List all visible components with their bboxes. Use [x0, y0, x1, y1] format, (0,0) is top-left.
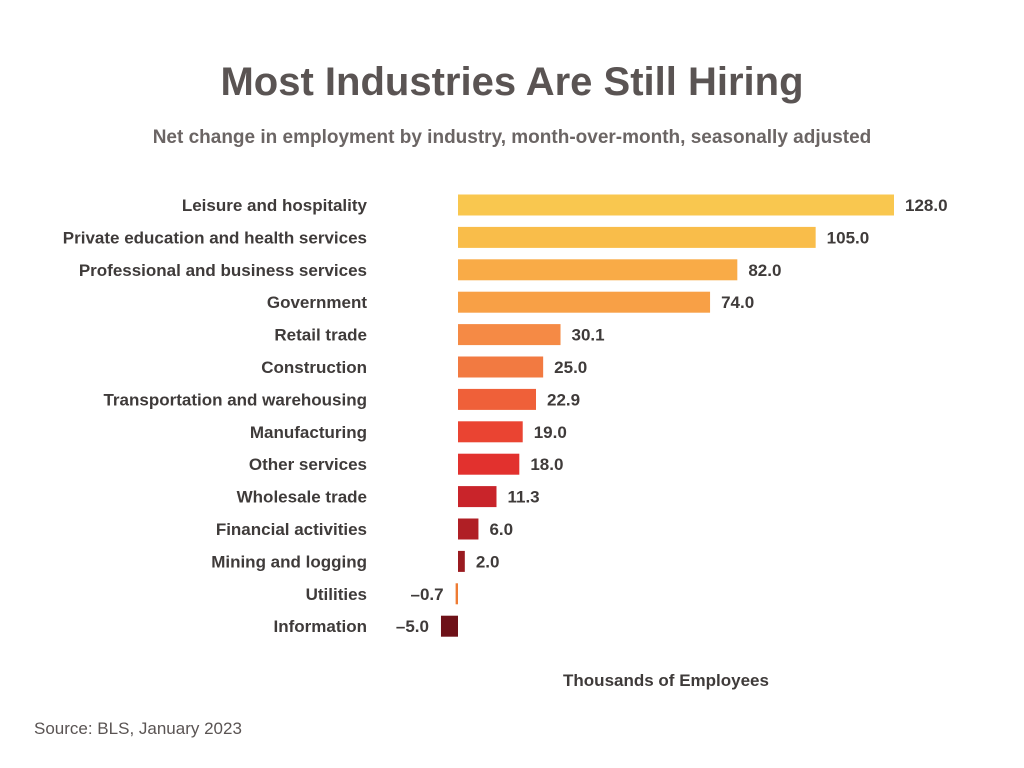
category-label: Transportation and warehousing: [103, 390, 367, 409]
category-label: Government: [267, 293, 367, 312]
category-label: Construction: [261, 358, 367, 377]
value-label: 11.3: [507, 488, 539, 507]
value-label: 22.9: [547, 390, 580, 409]
chart-title: Most Industries Are Still Hiring: [220, 60, 803, 104]
category-label: Mining and logging: [211, 552, 367, 571]
bar: [458, 486, 497, 508]
value-label: 128.0: [905, 196, 948, 215]
value-label: 74.0: [721, 293, 754, 312]
value-label: –0.7: [411, 585, 444, 604]
category-label: Private education and health services: [63, 228, 367, 247]
category-label: Information: [274, 617, 368, 636]
bar: [458, 453, 520, 475]
value-label: 30.1: [572, 326, 605, 345]
x-axis-title: Thousands of Employees: [563, 671, 769, 690]
value-label: 25.0: [554, 358, 587, 377]
category-label: Professional and business services: [79, 261, 367, 280]
bar: [458, 226, 816, 248]
bar: [458, 259, 738, 281]
bar: [458, 550, 465, 572]
bars-group: Leisure and hospitality 128.0 Private educ…: [63, 194, 948, 637]
bar: [458, 421, 523, 443]
bar: [455, 583, 458, 605]
bar: [458, 291, 711, 313]
value-label: 18.0: [530, 455, 563, 474]
value-label: –5.0: [396, 617, 429, 636]
bar: [440, 615, 458, 637]
chart-subtitle: Net change in employment by industry, mo…: [153, 127, 872, 148]
category-label: Manufacturing: [250, 423, 367, 442]
bar: [458, 356, 544, 378]
value-label: 105.0: [827, 228, 870, 247]
value-label: 6.0: [489, 520, 513, 539]
value-label: 2.0: [476, 552, 500, 571]
bar: [458, 388, 537, 410]
category-label: Wholesale trade: [237, 488, 367, 507]
category-label: Leisure and hospitality: [182, 196, 368, 215]
category-label: Other services: [249, 455, 367, 474]
bar: [458, 194, 894, 216]
value-label: 19.0: [534, 423, 567, 442]
bar: [458, 518, 479, 540]
source-note: Source: BLS, January 2023: [34, 719, 242, 738]
category-label: Retail trade: [274, 326, 367, 345]
category-label: Utilities: [306, 585, 367, 604]
category-label: Financial activities: [216, 520, 367, 539]
value-label: 82.0: [748, 261, 781, 280]
bar: [458, 324, 561, 346]
